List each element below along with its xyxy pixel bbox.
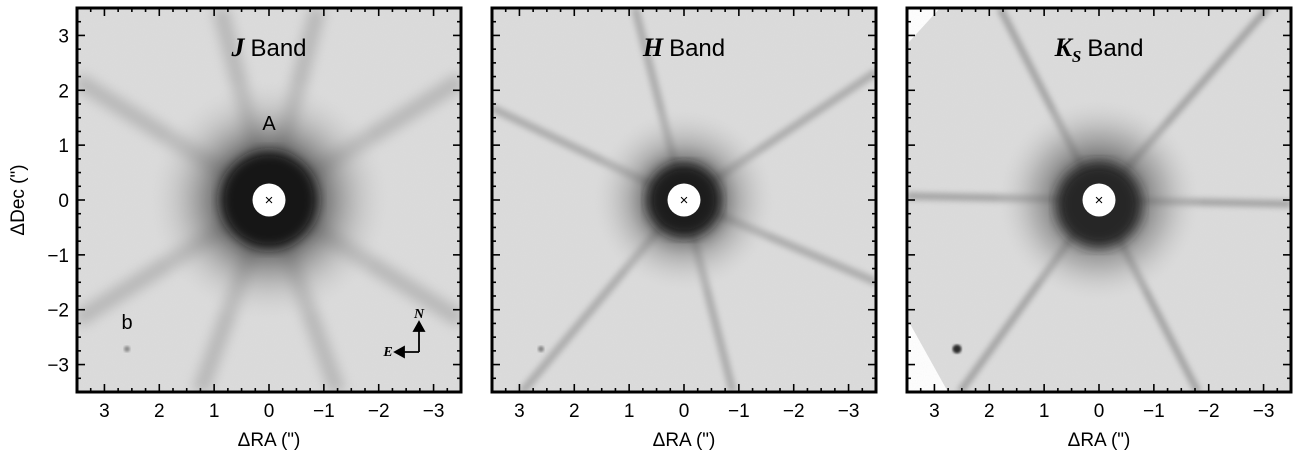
band-title-h: H Band [642,33,725,62]
occulting-mask [252,183,286,217]
x-tick-labels-j: 3 2 1 0 −1 −2 −3 [99,401,444,422]
label-primary-a: A [262,113,276,135]
y-tick-label: 3 [58,26,69,47]
y-tick-label: 0 [58,191,69,212]
x-tick-labels-h: 3 2 1 0 −1 −2 −3 [514,401,859,422]
companion-b [952,344,962,354]
band-title-ks: KS Band [1054,33,1144,66]
x-tick-label: 1 [209,401,220,422]
axis-ticks-h [492,8,876,392]
x-tick-label: 3 [514,401,525,422]
x-tick-label: 1 [1039,401,1050,422]
y-tick-labels: 3 2 1 0 −1 −2 −3 [47,26,69,376]
x-tick-label: −2 [783,401,805,422]
image-ks [907,8,1291,392]
x-tick-label: 0 [264,401,275,422]
axis-ticks-j [77,8,461,392]
x-tick-label: 0 [1094,401,1105,422]
compass-east-label: E [382,345,392,360]
companion-b [124,346,130,352]
x-tick-label: −1 [1143,401,1165,422]
x-axis-title-j: ΔRA (") [238,430,301,451]
y-tick-label: −1 [47,246,69,267]
x-axis-title-h: ΔRA (") [653,430,716,451]
center-marker: × [265,192,274,209]
compass-north-label: N [413,307,425,322]
x-tick-label: −1 [313,401,335,422]
x-tick-label: −3 [1253,401,1275,422]
y-tick-label: −2 [47,301,69,322]
x-tick-label: 2 [569,401,580,422]
y-tick-label: −3 [47,356,69,377]
image-h [492,8,876,392]
x-tick-label: 0 [679,401,690,422]
x-tick-label: 3 [929,401,940,422]
x-tick-label: −3 [423,401,445,422]
y-tick-label: 2 [58,81,69,102]
panel-h: × H Band 3 2 1 0 −1 −2 −3 ΔRA (") [490,6,878,451]
x-tick-labels-ks: 3 2 1 0 −1 −2 −3 [929,401,1274,422]
band-title-j: J Band [230,33,306,62]
companion-b [538,346,544,352]
x-tick-label: 2 [984,401,995,422]
x-tick-label: 2 [154,401,165,422]
x-tick-label: −2 [368,401,390,422]
x-tick-label: 1 [624,401,635,422]
x-tick-label: −2 [1198,401,1220,422]
compass [393,320,426,359]
panel-j: × J Band A b N E 3 2 1 0 −1 −2 −3 3 2 1 0 −1 −2 −3 ΔR… [47,6,463,451]
center-marker: × [680,192,689,209]
occulting-mask [1082,183,1116,217]
x-tick-label: −3 [838,401,860,422]
x-tick-label: −1 [728,401,750,422]
x-axis-title-ks: ΔRA (") [1068,430,1131,451]
center-marker: × [1095,192,1104,209]
image-j [77,8,461,392]
axis-ticks-ks [907,8,1291,392]
y-axis-title: ΔDec (") [8,164,29,235]
occulting-mask [667,183,701,217]
label-companion-b: b [121,312,132,334]
x-tick-label: 3 [99,401,110,422]
y-tick-label: 1 [58,136,69,157]
panel-ks: × KS Band 3 2 1 0 −1 −2 −3 ΔRA (") [905,6,1293,451]
